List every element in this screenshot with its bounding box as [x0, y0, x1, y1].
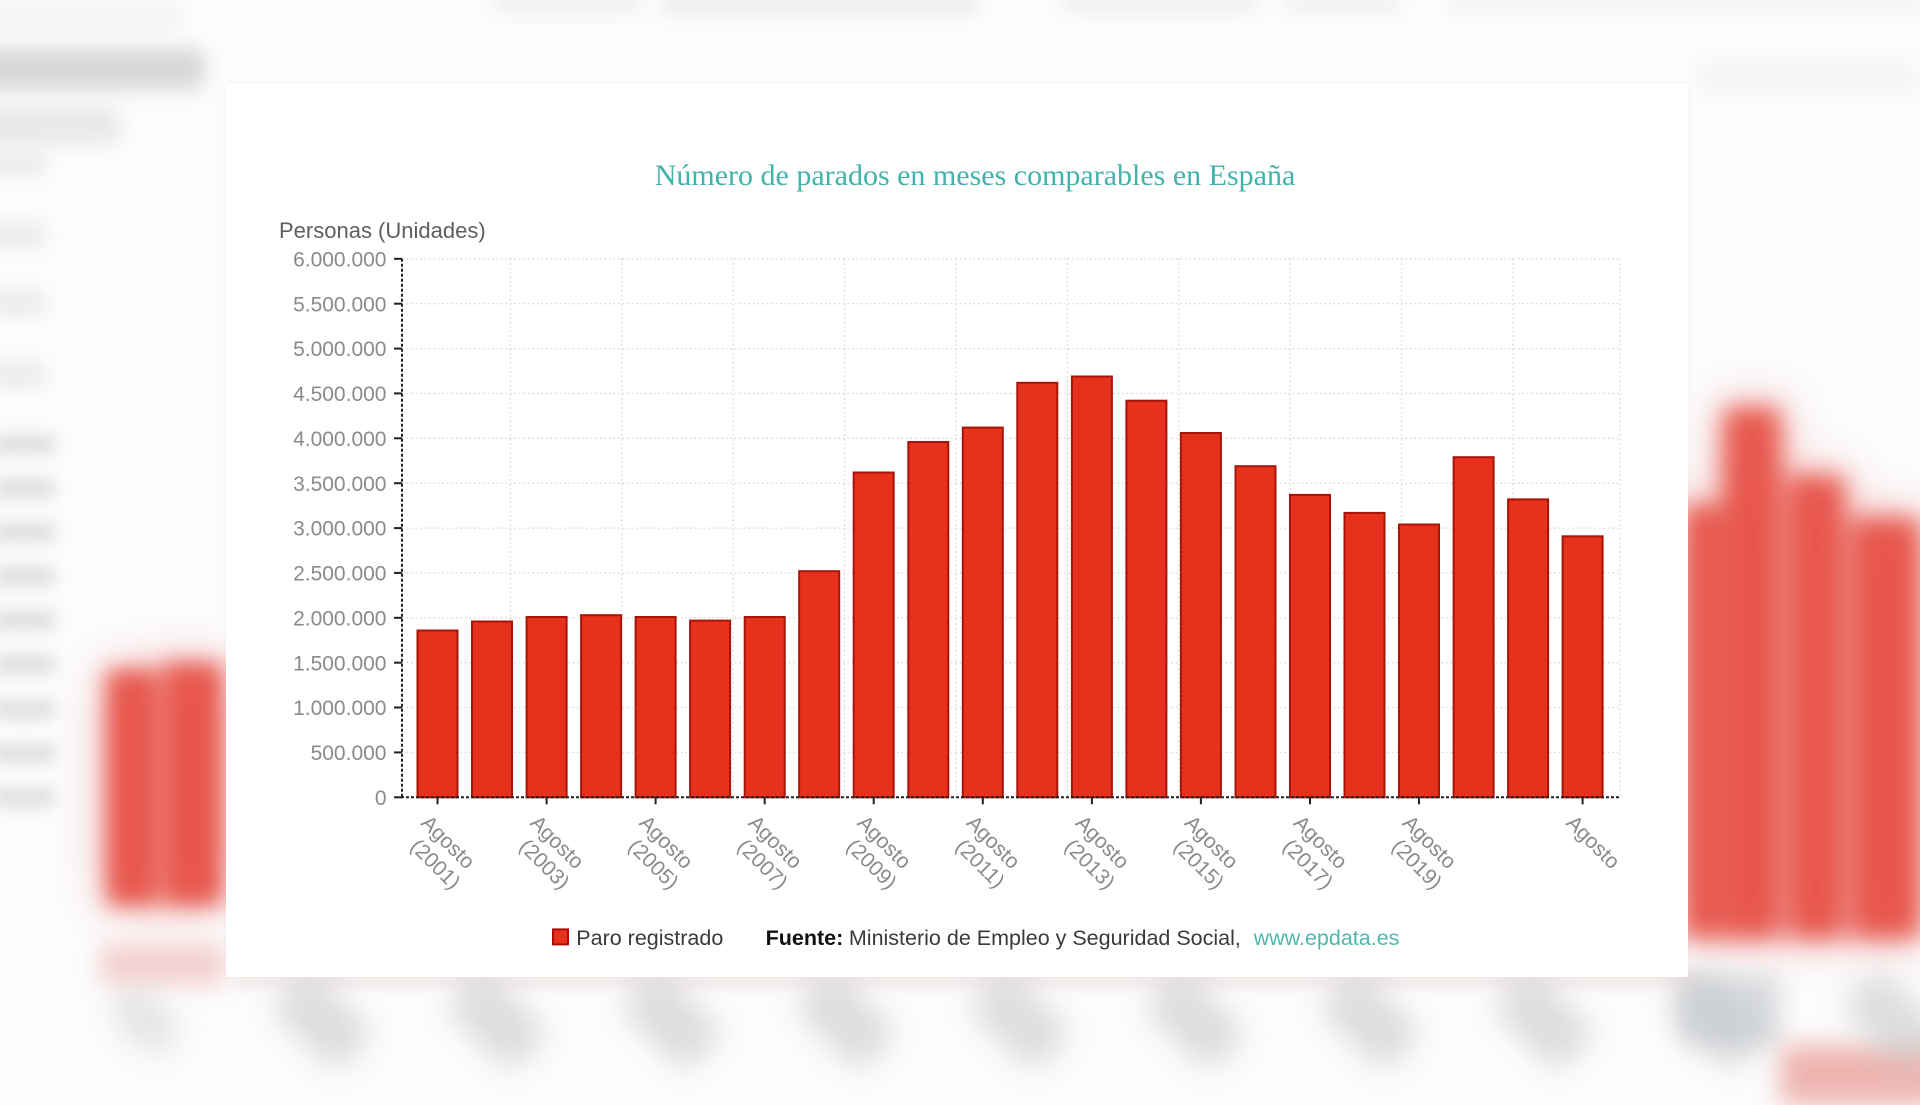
- svg-text:2.000.000: 2.000.000: [293, 607, 386, 630]
- svg-text:1.500.000: 1.500.000: [293, 652, 386, 675]
- svg-text:5.000.000: 5.000.000: [293, 338, 386, 361]
- svg-text:Fuente:: Fuente:: [766, 926, 844, 950]
- svg-text:3.500.000: 3.500.000: [293, 473, 386, 496]
- svg-text:Ministerio de Empleo y Segurid: Ministerio de Empleo y Seguridad Social,: [849, 926, 1241, 950]
- svg-text:Personas (Unidades): Personas (Unidades): [279, 218, 486, 243]
- svg-text:5.500.000: 5.500.000: [293, 293, 386, 316]
- svg-text:3.000.000: 3.000.000: [293, 518, 386, 541]
- svg-text:0: 0: [375, 787, 387, 810]
- svg-text:4.500.000: 4.500.000: [293, 383, 386, 406]
- svg-text:Agosto: Agosto: [1562, 811, 1625, 874]
- svg-text:www.epdata.es: www.epdata.es: [1253, 926, 1400, 950]
- svg-text:1.000.000: 1.000.000: [293, 697, 386, 720]
- svg-text:6.000.000: 6.000.000: [293, 248, 386, 271]
- svg-text:500.000: 500.000: [311, 742, 387, 765]
- svg-text:4.000.000: 4.000.000: [293, 428, 386, 451]
- svg-text:Número de parados en meses com: Número de parados en meses comparables e…: [655, 159, 1296, 192]
- svg-text:Paro registrado: Paro registrado: [576, 926, 723, 950]
- svg-text:2.500.000: 2.500.000: [293, 563, 386, 586]
